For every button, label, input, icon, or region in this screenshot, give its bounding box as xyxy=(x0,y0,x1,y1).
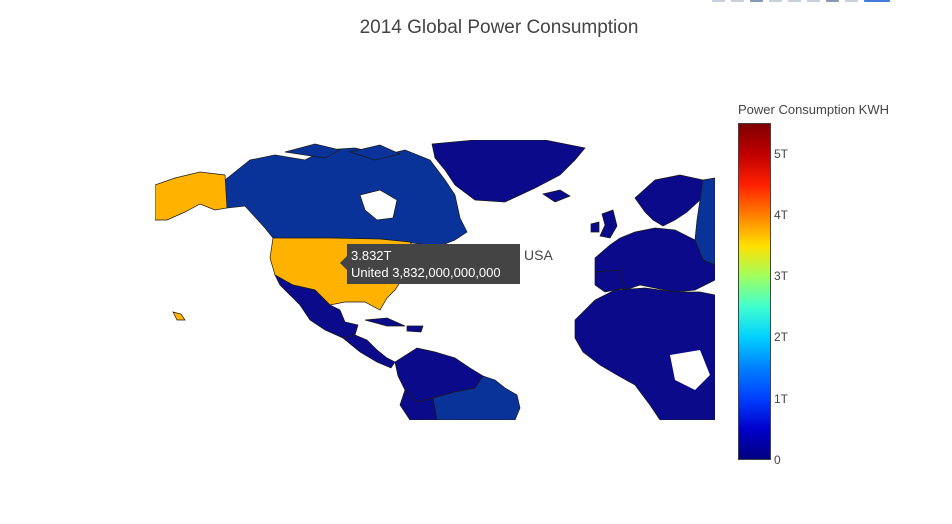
tooltip-detail: United 3,832,000,000,000 xyxy=(351,265,501,280)
tooltip-value: 3.832T xyxy=(351,248,392,263)
lake-region xyxy=(670,350,710,390)
plotly-logo[interactable] xyxy=(864,0,890,2)
hover-icon[interactable] xyxy=(845,0,858,2)
country-central-america[interactable] xyxy=(342,334,396,369)
country-greenland[interactable] xyxy=(431,140,586,203)
country-uk[interactable] xyxy=(599,209,618,239)
pan-icon[interactable] xyxy=(750,0,763,2)
colorbar-tick-label: 0 xyxy=(774,453,781,467)
country-africa[interactable] xyxy=(574,287,715,420)
country-hispaniola[interactable] xyxy=(406,325,424,333)
country-iceland[interactable] xyxy=(542,189,571,203)
colorbar-tick-label: 4T xyxy=(774,207,789,222)
chart-title: 2014 Global Power Consumption xyxy=(359,17,639,38)
modebar[interactable] xyxy=(712,0,890,2)
colorbar-tick-label: 3T xyxy=(774,269,789,284)
hudson-bay xyxy=(359,189,398,221)
zoom-in-icon[interactable] xyxy=(769,0,782,2)
country-canada-islands-2[interactable] xyxy=(348,144,402,161)
reset-icon[interactable] xyxy=(826,0,839,2)
colorbar xyxy=(738,123,771,460)
camera-icon[interactable] xyxy=(712,0,725,2)
autoscale-icon[interactable] xyxy=(807,0,820,2)
hover-tooltip: 3.832T United 3,832,000,000,000 xyxy=(340,244,520,284)
map-canvas[interactable] xyxy=(155,140,715,420)
country-peru[interactable] xyxy=(399,389,438,420)
zoom-out-icon[interactable] xyxy=(788,0,801,2)
country-cuba[interactable] xyxy=(364,317,406,327)
country-usa-alaska[interactable] xyxy=(155,171,228,221)
colorbar-title: Power Consumption KWH xyxy=(738,102,889,117)
world-map[interactable] xyxy=(155,140,715,420)
country-canada-islands[interactable] xyxy=(284,143,341,159)
country-ireland[interactable] xyxy=(590,221,600,233)
country-usa-hawaii[interactable] xyxy=(172,311,186,321)
colorbar-tick-label: 1T xyxy=(774,391,789,406)
colorbar-tick-label: 5T xyxy=(774,146,789,161)
country-norway-sweden[interactable] xyxy=(634,174,704,227)
zoom-icon[interactable] xyxy=(731,0,744,2)
colorbar-tick-label: 2T xyxy=(774,330,789,345)
tooltip-country-name: USA xyxy=(524,247,553,263)
country-spain[interactable] xyxy=(594,269,626,293)
country-canada[interactable] xyxy=(224,147,468,247)
country-brazil[interactable] xyxy=(432,375,521,420)
